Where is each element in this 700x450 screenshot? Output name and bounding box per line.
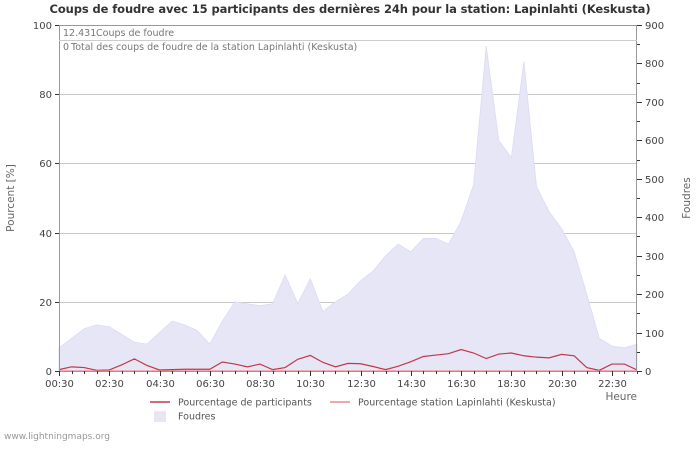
y-axis-right-tick: 200 [645, 290, 664, 301]
legend-label: Pourcentage de participants [178, 398, 312, 409]
x-axis-tick: 06:30 [196, 379, 225, 390]
annotation-box: 12.431 Coups de foudre 0 Total des coups… [59, 28, 637, 53]
y-axis-right-tick: 0 [645, 367, 651, 378]
y-axis-right-tick: 600 [645, 136, 664, 147]
y-axis-right-tick: 800 [645, 59, 664, 70]
y-axis-right-tick: 100 [645, 329, 664, 340]
x-axis-tick: 08:30 [246, 379, 275, 390]
y-axis-left-tick: 60 [39, 159, 52, 170]
y-axis-right-tick: 900 [645, 21, 664, 32]
y-axis-left-tick: 40 [39, 229, 52, 240]
chart-legend: Pourcentage de participants Pourcentage s… [150, 398, 556, 423]
annotation-station-value: 0 [63, 42, 69, 53]
page-title: Coups de foudre avec 15 participants des… [49, 2, 651, 16]
x-axis-tick: 10:30 [296, 379, 325, 390]
y-axis-right-tick: 400 [645, 213, 664, 224]
source-url: www.lightningmaps.org [4, 432, 110, 442]
legend-label: Pourcentage station Lapinlahti (Keskusta… [358, 398, 556, 409]
axes [55, 25, 642, 376]
x-axis-tick: 14:30 [397, 379, 426, 390]
y-axis-left-label: Pourcent [%] [5, 164, 17, 232]
x-axis-tick: 04:30 [146, 379, 175, 390]
x-axis-tick: 00:30 [45, 379, 74, 390]
legend-swatch [154, 411, 166, 422]
y-axis-left-tick: 80 [39, 90, 52, 101]
x-axis-tick: 18:30 [497, 379, 526, 390]
annotation-strikes-value: 12.431 [63, 28, 96, 39]
y-axis-left-tick: 0 [46, 367, 52, 378]
x-axis-tick: 22:30 [598, 379, 627, 390]
annotation-station-label: Total des coups de foudre de la station … [70, 42, 357, 53]
x-axis-label: Heure [605, 391, 637, 403]
y-axis-left-tick: 20 [39, 298, 52, 309]
x-axis-tick: 12:30 [347, 379, 376, 390]
y-axis-left-tick: 100 [33, 21, 52, 32]
tick-labels: 0 20 40 60 80 100 0 100 200 300 400 500 600 700 800 900… [33, 21, 664, 390]
x-axis-tick: 20:30 [548, 379, 577, 390]
x-axis-tick: 16:30 [447, 379, 476, 390]
legend-label: Foudres [178, 412, 216, 423]
y-axis-right-tick: 300 [645, 252, 664, 263]
y-axis-right-label: Foudres [681, 177, 693, 218]
y-axis-right-tick: 500 [645, 175, 664, 186]
strikes-area-series [58, 46, 638, 372]
y-axis-right-tick: 700 [645, 98, 664, 109]
x-axis-tick: 02:30 [95, 379, 124, 390]
annotation-strikes-label: Coups de foudre [96, 28, 174, 39]
